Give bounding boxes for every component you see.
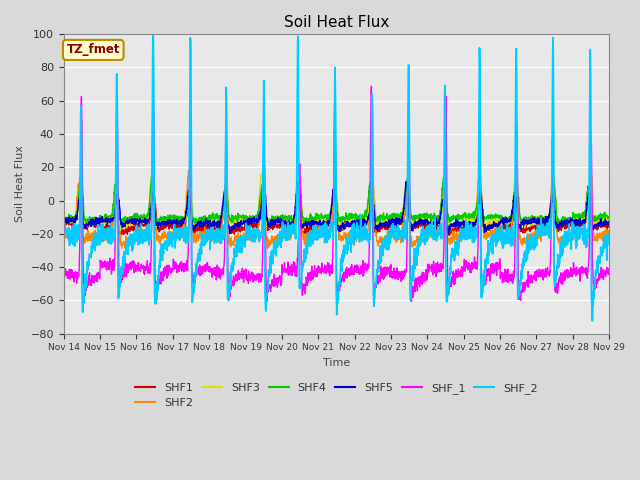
SHF_1 (408, 299, 415, 304)
SHF3 (116, 228, 124, 233)
SHF_2 (589, 318, 596, 324)
SHF5 (495, 219, 503, 225)
SHF_1 (212, 271, 220, 276)
Text: TZ_fmet: TZ_fmet (67, 43, 120, 57)
SHF_2 (364, 232, 372, 238)
SHF2 (573, 228, 580, 233)
SHF_1 (605, 267, 613, 273)
SHF3 (557, 217, 565, 223)
SHF2 (353, 232, 360, 238)
SHF4 (365, 195, 372, 201)
SHF5 (353, 221, 360, 227)
SHF5 (364, 214, 372, 219)
SHF5 (605, 219, 613, 225)
SHF4 (60, 214, 68, 220)
SHF2 (549, 167, 557, 173)
SHF4 (495, 215, 503, 221)
SHF4 (77, 171, 84, 177)
SHF_1 (364, 264, 372, 270)
SHF1 (557, 228, 565, 233)
SHF_1 (367, 83, 375, 89)
SHF_1 (573, 265, 580, 271)
SHF3 (495, 217, 503, 223)
SHF4 (573, 211, 580, 217)
SHF1 (212, 227, 220, 233)
SHF2 (557, 237, 565, 243)
SHF2 (605, 231, 613, 237)
SHF_2 (149, 31, 157, 37)
SHF5 (60, 216, 68, 222)
SHF5 (557, 221, 565, 227)
Line: SHF4: SHF4 (64, 174, 609, 225)
SHF_1 (495, 263, 503, 268)
SHF5 (212, 219, 220, 225)
SHF_2 (353, 233, 360, 239)
SHF1 (605, 223, 613, 228)
SHF2 (60, 235, 68, 241)
SHF5 (573, 219, 580, 225)
SHF3 (572, 218, 580, 224)
SHF3 (588, 168, 595, 173)
SHF1 (352, 224, 360, 229)
SHF_1 (352, 269, 360, 275)
Line: SHF2: SHF2 (64, 170, 609, 248)
SHF_2 (557, 245, 565, 251)
SHF3 (60, 217, 68, 223)
SHF5 (260, 177, 268, 183)
SHF1 (445, 233, 453, 239)
SHF3 (353, 218, 360, 224)
SHF2 (212, 234, 220, 240)
SHF3 (605, 217, 613, 223)
SHF1 (495, 222, 503, 228)
SHF4 (212, 214, 220, 220)
SHF_2 (572, 232, 580, 238)
Line: SHF_1: SHF_1 (64, 86, 609, 301)
SHF_1 (60, 264, 68, 270)
SHF4 (353, 215, 360, 221)
SHF4 (605, 214, 613, 220)
SHF5 (444, 231, 452, 237)
Title: Soil Heat Flux: Soil Heat Flux (284, 15, 389, 30)
Legend: SHF1, SHF2, SHF3, SHF4, SHF5, SHF_1, SHF_2: SHF1, SHF2, SHF3, SHF4, SHF5, SHF_1, SHF… (131, 378, 542, 413)
SHF_2 (212, 228, 220, 234)
SHF_2 (605, 231, 613, 237)
Line: SHF5: SHF5 (64, 180, 609, 234)
SHF1 (573, 222, 580, 228)
Line: SHF1: SHF1 (64, 184, 609, 236)
SHF2 (495, 226, 503, 232)
Y-axis label: Soil Heat Flux: Soil Heat Flux (15, 145, 25, 222)
SHF_2 (60, 215, 68, 220)
X-axis label: Time: Time (323, 358, 350, 368)
SHF_2 (495, 229, 503, 235)
Line: SHF_2: SHF_2 (64, 34, 609, 321)
Line: SHF3: SHF3 (64, 170, 609, 230)
SHF2 (264, 245, 271, 251)
SHF4 (557, 218, 565, 224)
SHF1 (404, 181, 412, 187)
SHF1 (364, 202, 372, 208)
SHF1 (60, 221, 68, 227)
SHF3 (364, 211, 372, 216)
SHF_1 (557, 281, 565, 287)
SHF4 (300, 222, 308, 228)
SHF3 (212, 216, 220, 221)
SHF2 (364, 227, 372, 232)
